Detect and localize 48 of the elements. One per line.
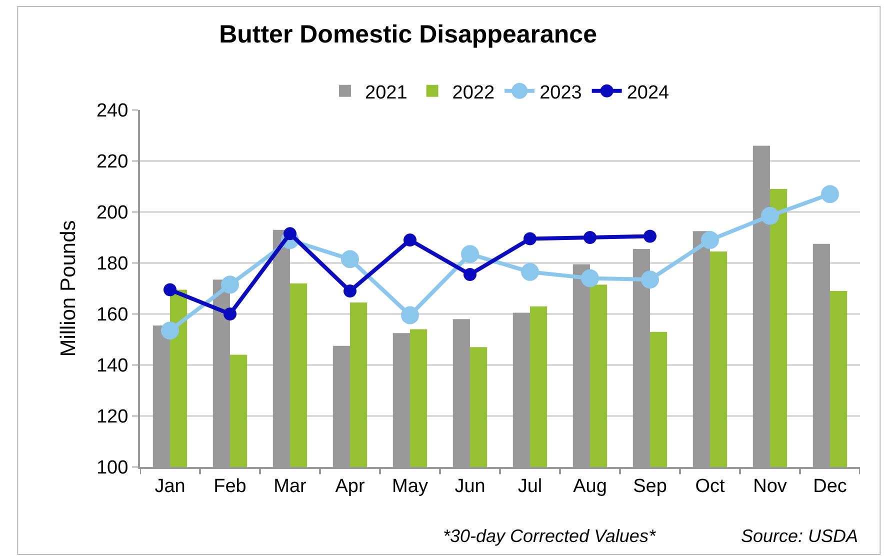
point bbox=[401, 306, 419, 324]
x-tick-label: Mar bbox=[274, 476, 308, 497]
point bbox=[461, 245, 479, 264]
y-tick-label: 140 bbox=[96, 356, 128, 377]
y-tick-label: 160 bbox=[96, 304, 128, 326]
legend-label: 2023 bbox=[540, 82, 582, 104]
x-tick-label: Apr bbox=[335, 476, 366, 497]
y-tick-label: 180 bbox=[96, 254, 128, 275]
x-tick-label: May bbox=[392, 476, 428, 497]
point bbox=[284, 227, 296, 240]
point bbox=[464, 268, 476, 281]
point bbox=[701, 231, 719, 250]
x-tick-label: Feb bbox=[214, 476, 246, 497]
point bbox=[584, 231, 596, 244]
legend-label: 2024 bbox=[626, 82, 670, 104]
y-tick-label: 240 bbox=[96, 100, 128, 122]
x-tick-label: Oct bbox=[695, 476, 726, 497]
point bbox=[761, 206, 779, 225]
x-tick-label: Jul bbox=[518, 476, 542, 497]
point bbox=[821, 185, 839, 204]
point bbox=[581, 269, 599, 288]
y-tick-label: 200 bbox=[96, 202, 128, 224]
point bbox=[524, 232, 536, 246]
text: *30-day Corrected Values* bbox=[443, 526, 656, 546]
y-axis-title: Million Pounds bbox=[57, 220, 80, 357]
x-tick-label: Aug bbox=[573, 476, 607, 497]
y-tick-label: 100 bbox=[96, 458, 128, 479]
legend-label: 2021 bbox=[365, 82, 408, 104]
point bbox=[161, 322, 179, 340]
point bbox=[221, 276, 239, 294]
chart-title: Butter Domestic Disappearance bbox=[219, 20, 598, 49]
x-tick-label: Nov bbox=[753, 476, 788, 497]
point bbox=[341, 250, 359, 268]
x-tick-label: Dec bbox=[813, 476, 847, 497]
point bbox=[224, 308, 236, 320]
point bbox=[644, 230, 656, 243]
legend-label: 2022 bbox=[452, 82, 495, 104]
x-tick-label: Jan bbox=[154, 476, 186, 497]
point bbox=[344, 284, 356, 298]
point bbox=[404, 234, 416, 247]
y-tick-label: 220 bbox=[96, 152, 128, 173]
y-tick-label: 120 bbox=[96, 406, 128, 428]
source-note: Source: USDA bbox=[741, 526, 858, 546]
x-tick-label: Sep bbox=[633, 476, 667, 497]
point bbox=[521, 262, 539, 281]
x-tick-label: Jun bbox=[454, 476, 486, 497]
point bbox=[641, 270, 659, 289]
point bbox=[164, 283, 176, 296]
